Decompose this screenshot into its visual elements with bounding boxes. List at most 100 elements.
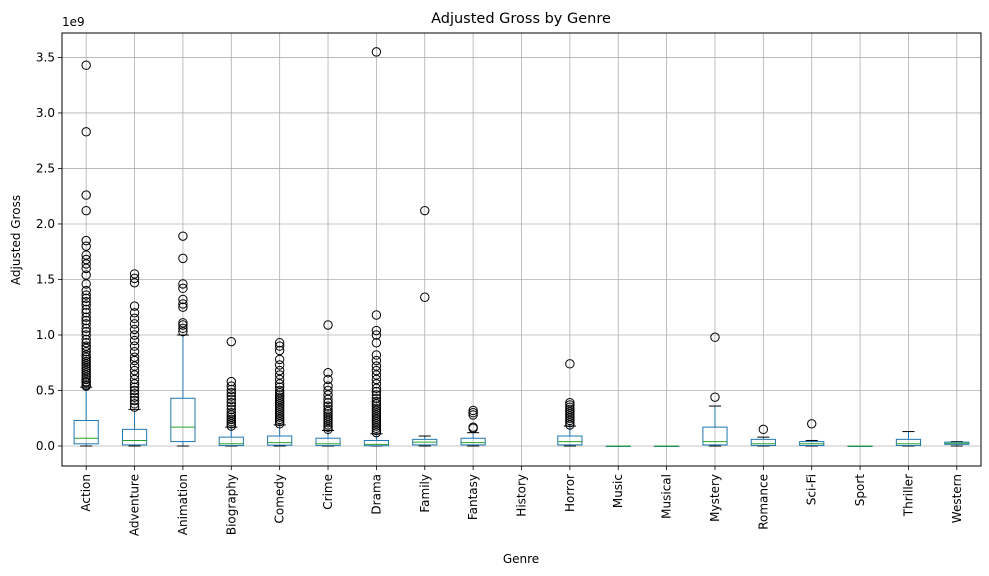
outlier-point (226, 404, 236, 415)
outlier-point (323, 404, 333, 415)
outlier-point (129, 308, 140, 318)
outlier-point (274, 360, 285, 370)
box-sport (847, 445, 873, 448)
outlier-point (371, 361, 382, 371)
box-family (412, 205, 438, 447)
outlier-point (81, 356, 91, 367)
outlier-point (323, 385, 333, 396)
box-animation (170, 231, 196, 447)
outlier-point (323, 374, 333, 385)
outlier-point (371, 355, 382, 366)
outlier-point (371, 338, 382, 348)
outlier-point (178, 283, 188, 294)
iqr-box (895, 438, 922, 446)
outlier-point (371, 350, 382, 360)
y-tick-label: 3.5 (36, 50, 55, 64)
outlier-point (81, 254, 91, 265)
outlier-point (371, 390, 382, 400)
iqr-box (218, 436, 244, 446)
x-tick-label: Adventure (128, 474, 142, 536)
box-musical (654, 445, 680, 448)
outlier-point (129, 365, 140, 376)
outlier-point (226, 376, 236, 387)
x-tick-label: Animation (176, 474, 190, 535)
x-tick-label: Horror (563, 474, 577, 512)
x-tick-label: Sport (853, 474, 867, 507)
x-tick-label: Thriller (901, 474, 915, 517)
outlier-point (371, 403, 382, 413)
iqr-box (363, 439, 389, 447)
x-tick-label: Action (79, 474, 93, 512)
outlier-point (371, 325, 382, 336)
outlier-point (81, 334, 91, 345)
iqr-box (170, 397, 196, 443)
outlier-point (129, 330, 140, 340)
outlier-point (81, 235, 91, 246)
outlier-point (178, 323, 188, 334)
outlier-point (129, 399, 140, 409)
x-tick-label: Biography (224, 474, 238, 535)
outlier-point (371, 386, 382, 397)
iqr-box (702, 426, 728, 446)
outlier-point (129, 269, 140, 279)
outlier-point (129, 385, 140, 396)
outlier-point (178, 231, 188, 241)
outlier-point (129, 273, 140, 284)
x-tick-label: Mystery (708, 474, 722, 522)
outlier-point (371, 330, 382, 340)
y-tick-label: 2.0 (36, 217, 55, 231)
outlier-point (323, 368, 333, 378)
outlier-point (323, 320, 333, 330)
outlier-point (274, 370, 285, 380)
outlier-point (81, 127, 91, 137)
outlier-point (226, 388, 236, 398)
outlier-point (274, 392, 285, 402)
outlier-point (371, 393, 382, 403)
outlier-point (226, 412, 236, 422)
outlier-point (178, 318, 188, 328)
outlier-point (371, 47, 382, 57)
outlier-point (371, 401, 382, 411)
iqr-box (460, 437, 486, 446)
outlier-point (81, 380, 91, 390)
outlier-point (81, 330, 91, 340)
box-horror (557, 359, 583, 447)
iqr-box (557, 435, 583, 446)
outlier-point (129, 402, 140, 412)
box-music (605, 445, 631, 448)
outlier-point (226, 394, 236, 405)
outlier-point (371, 396, 382, 407)
outlier-point (274, 345, 285, 356)
outlier-point (81, 319, 91, 329)
outlier-point (81, 60, 91, 70)
outlier-point (274, 338, 285, 348)
outlier-point (323, 409, 333, 419)
outlier-point (129, 389, 140, 399)
iqr-box (315, 437, 341, 446)
iqr-box (121, 428, 148, 446)
box-romance (750, 424, 776, 447)
outlier-point (178, 320, 188, 330)
outlier-point (81, 338, 91, 348)
x-tick-label: Romance (756, 474, 770, 530)
outlier-point (468, 422, 478, 432)
x-tick-label: Drama (369, 474, 383, 515)
x-tick-label: Family (418, 474, 432, 513)
outlier-point (274, 365, 285, 376)
outlier-point (129, 324, 140, 335)
outlier-point (323, 401, 333, 411)
x-tick-label: Western (950, 474, 964, 523)
box-fantasy (460, 405, 486, 447)
y-tick-label: 0.5 (36, 384, 55, 398)
box-action (73, 60, 99, 447)
outlier-point (81, 205, 91, 216)
outlier-point (129, 341, 140, 351)
boxes (73, 47, 970, 448)
outlier-point (710, 332, 720, 342)
outlier-point (81, 354, 91, 365)
outlier-point (565, 400, 575, 410)
outlier-point (81, 304, 91, 315)
box-biography (218, 336, 244, 447)
iqr-box (73, 419, 99, 445)
